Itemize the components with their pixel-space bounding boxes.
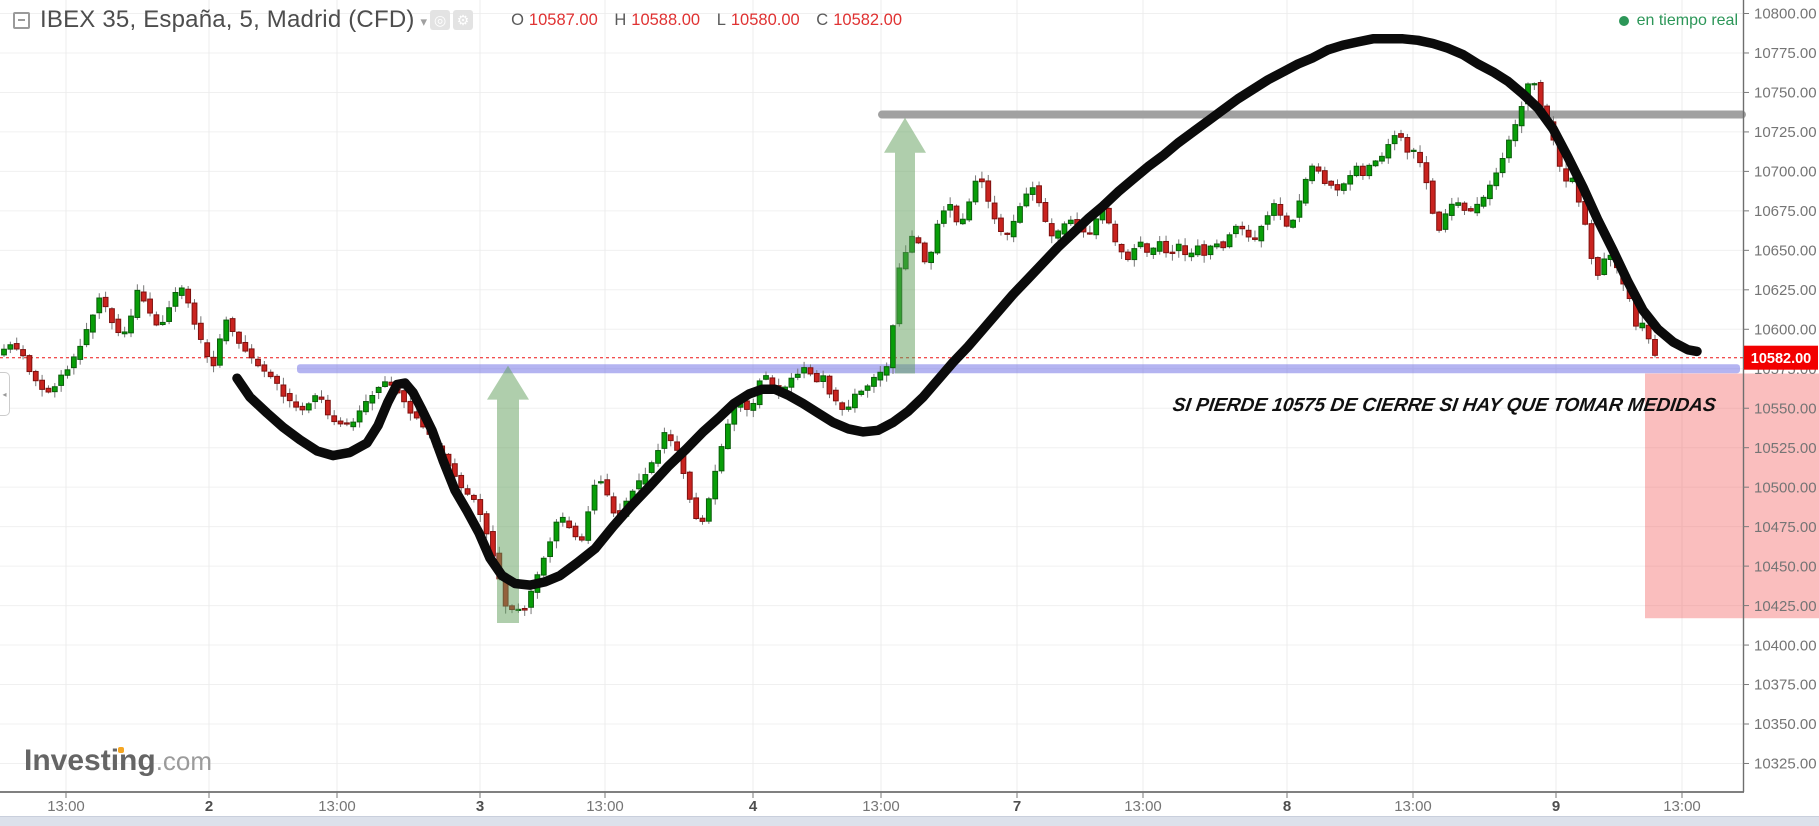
logo-tld: .com [155, 746, 213, 776]
open-value: 10587.00 [528, 10, 598, 29]
svg-text:2: 2 [205, 798, 213, 815]
svg-text:10600.00: 10600.00 [1754, 321, 1817, 338]
svg-text:10425.00: 10425.00 [1754, 598, 1817, 615]
high-label: H [614, 10, 627, 29]
up-arrow-annotation-2[interactable] [884, 117, 926, 374]
svg-text:13:00: 13:00 [1394, 798, 1432, 815]
annotation-text: SI PIERDE 10575 DE CIERRE SI HAY QUE TOM… [1171, 395, 1717, 416]
svg-text:10750.00: 10750.00 [1754, 85, 1817, 102]
current-price-badge: 10582.00 [1744, 345, 1818, 370]
svg-text:13:00: 13:00 [862, 798, 900, 815]
svg-text:10475.00: 10475.00 [1754, 519, 1817, 536]
close-value: 10582.00 [833, 10, 903, 29]
svg-text:8: 8 [1283, 798, 1291, 815]
svg-text:10375.00: 10375.00 [1754, 677, 1817, 694]
svg-text:10700.00: 10700.00 [1754, 164, 1817, 181]
minus-glyph [18, 19, 25, 21]
svg-text:7: 7 [1013, 798, 1021, 815]
svg-text:10650.00: 10650.00 [1754, 243, 1817, 260]
time-axis[interactable]: 13:00 2 13:00 3 13:00 4 13:00 7 13:00 8 13:00 9 13:0… [47, 792, 1701, 815]
panel-collapse-handle[interactable]: ◂ [0, 372, 10, 416]
realtime-label: en tiempo real [1636, 12, 1738, 29]
realtime-status: en tiempo real [1618, 12, 1738, 30]
time-gridlines [65, 0, 1683, 792]
svg-text:10325.00: 10325.00 [1754, 756, 1817, 773]
svg-text:10775.00: 10775.00 [1754, 45, 1817, 62]
logo-orange-dot-icon [118, 747, 124, 753]
svg-text:13:00: 13:00 [47, 798, 85, 815]
svg-text:3: 3 [476, 798, 484, 815]
svg-text:10800.00: 10800.00 [1754, 6, 1817, 23]
bottom-toolbar-strip [0, 816, 1819, 826]
svg-text:10582.00: 10582.00 [1751, 351, 1811, 367]
symbol-title[interactable]: IBEX 35, España, 5, Madrid (CFD) [40, 6, 415, 33]
low-value: 10580.00 [730, 10, 800, 29]
up-arrow-annotation-1[interactable] [487, 365, 529, 623]
support-line[interactable] [297, 364, 1740, 374]
svg-text:10550.00: 10550.00 [1754, 400, 1817, 417]
collapse-icon[interactable] [13, 11, 30, 29]
svg-text:10725.00: 10725.00 [1754, 124, 1817, 141]
realtime-dot-icon [1618, 16, 1629, 26]
ohlc-readout: O 10587.00 H 10588.00 L 10580.00 C 10582.00 [511, 11, 914, 30]
svg-text:4: 4 [749, 798, 758, 815]
svg-text:13:00: 13:00 [318, 798, 356, 815]
high-value: 10588.00 [631, 10, 701, 29]
drawn-trend-line[interactable] [232, 34, 1702, 590]
resistance-line[interactable] [878, 110, 1746, 119]
svg-text:10350.00: 10350.00 [1754, 716, 1817, 733]
logo-name: Investing [24, 744, 156, 777]
svg-text:13:00: 13:00 [1663, 798, 1701, 815]
open-label: O [511, 10, 524, 29]
price-gridlines [0, 13, 1743, 764]
low-label: L [716, 10, 726, 29]
svg-text:13:00: 13:00 [1124, 798, 1162, 815]
chevron-down-icon[interactable]: ▾ [420, 14, 428, 29]
chevron-left-icon: ◂ [2, 389, 7, 399]
danger-zone [1645, 373, 1819, 619]
svg-text:10400.00: 10400.00 [1754, 637, 1817, 654]
settings-gear-icon-button[interactable]: ⚙ [453, 10, 474, 30]
svg-text:10625.00: 10625.00 [1754, 282, 1817, 299]
svg-text:10500.00: 10500.00 [1754, 479, 1817, 496]
visibility-icon-button[interactable]: ◎ [430, 10, 451, 30]
svg-text:13:00: 13:00 [586, 798, 624, 815]
investing-logo: Investing.com [24, 744, 212, 778]
candlestick-series [1, 79, 1658, 616]
svg-text:9: 9 [1552, 798, 1560, 815]
svg-text:10675.00: 10675.00 [1754, 203, 1817, 220]
chart-header: IBEX 35, España, 5, Madrid (CFD) ▾ ◎ ⚙ O… [0, 0, 1200, 40]
svg-text:10450.00: 10450.00 [1754, 558, 1817, 575]
svg-text:10525.00: 10525.00 [1754, 440, 1817, 457]
close-label: C [816, 10, 829, 29]
